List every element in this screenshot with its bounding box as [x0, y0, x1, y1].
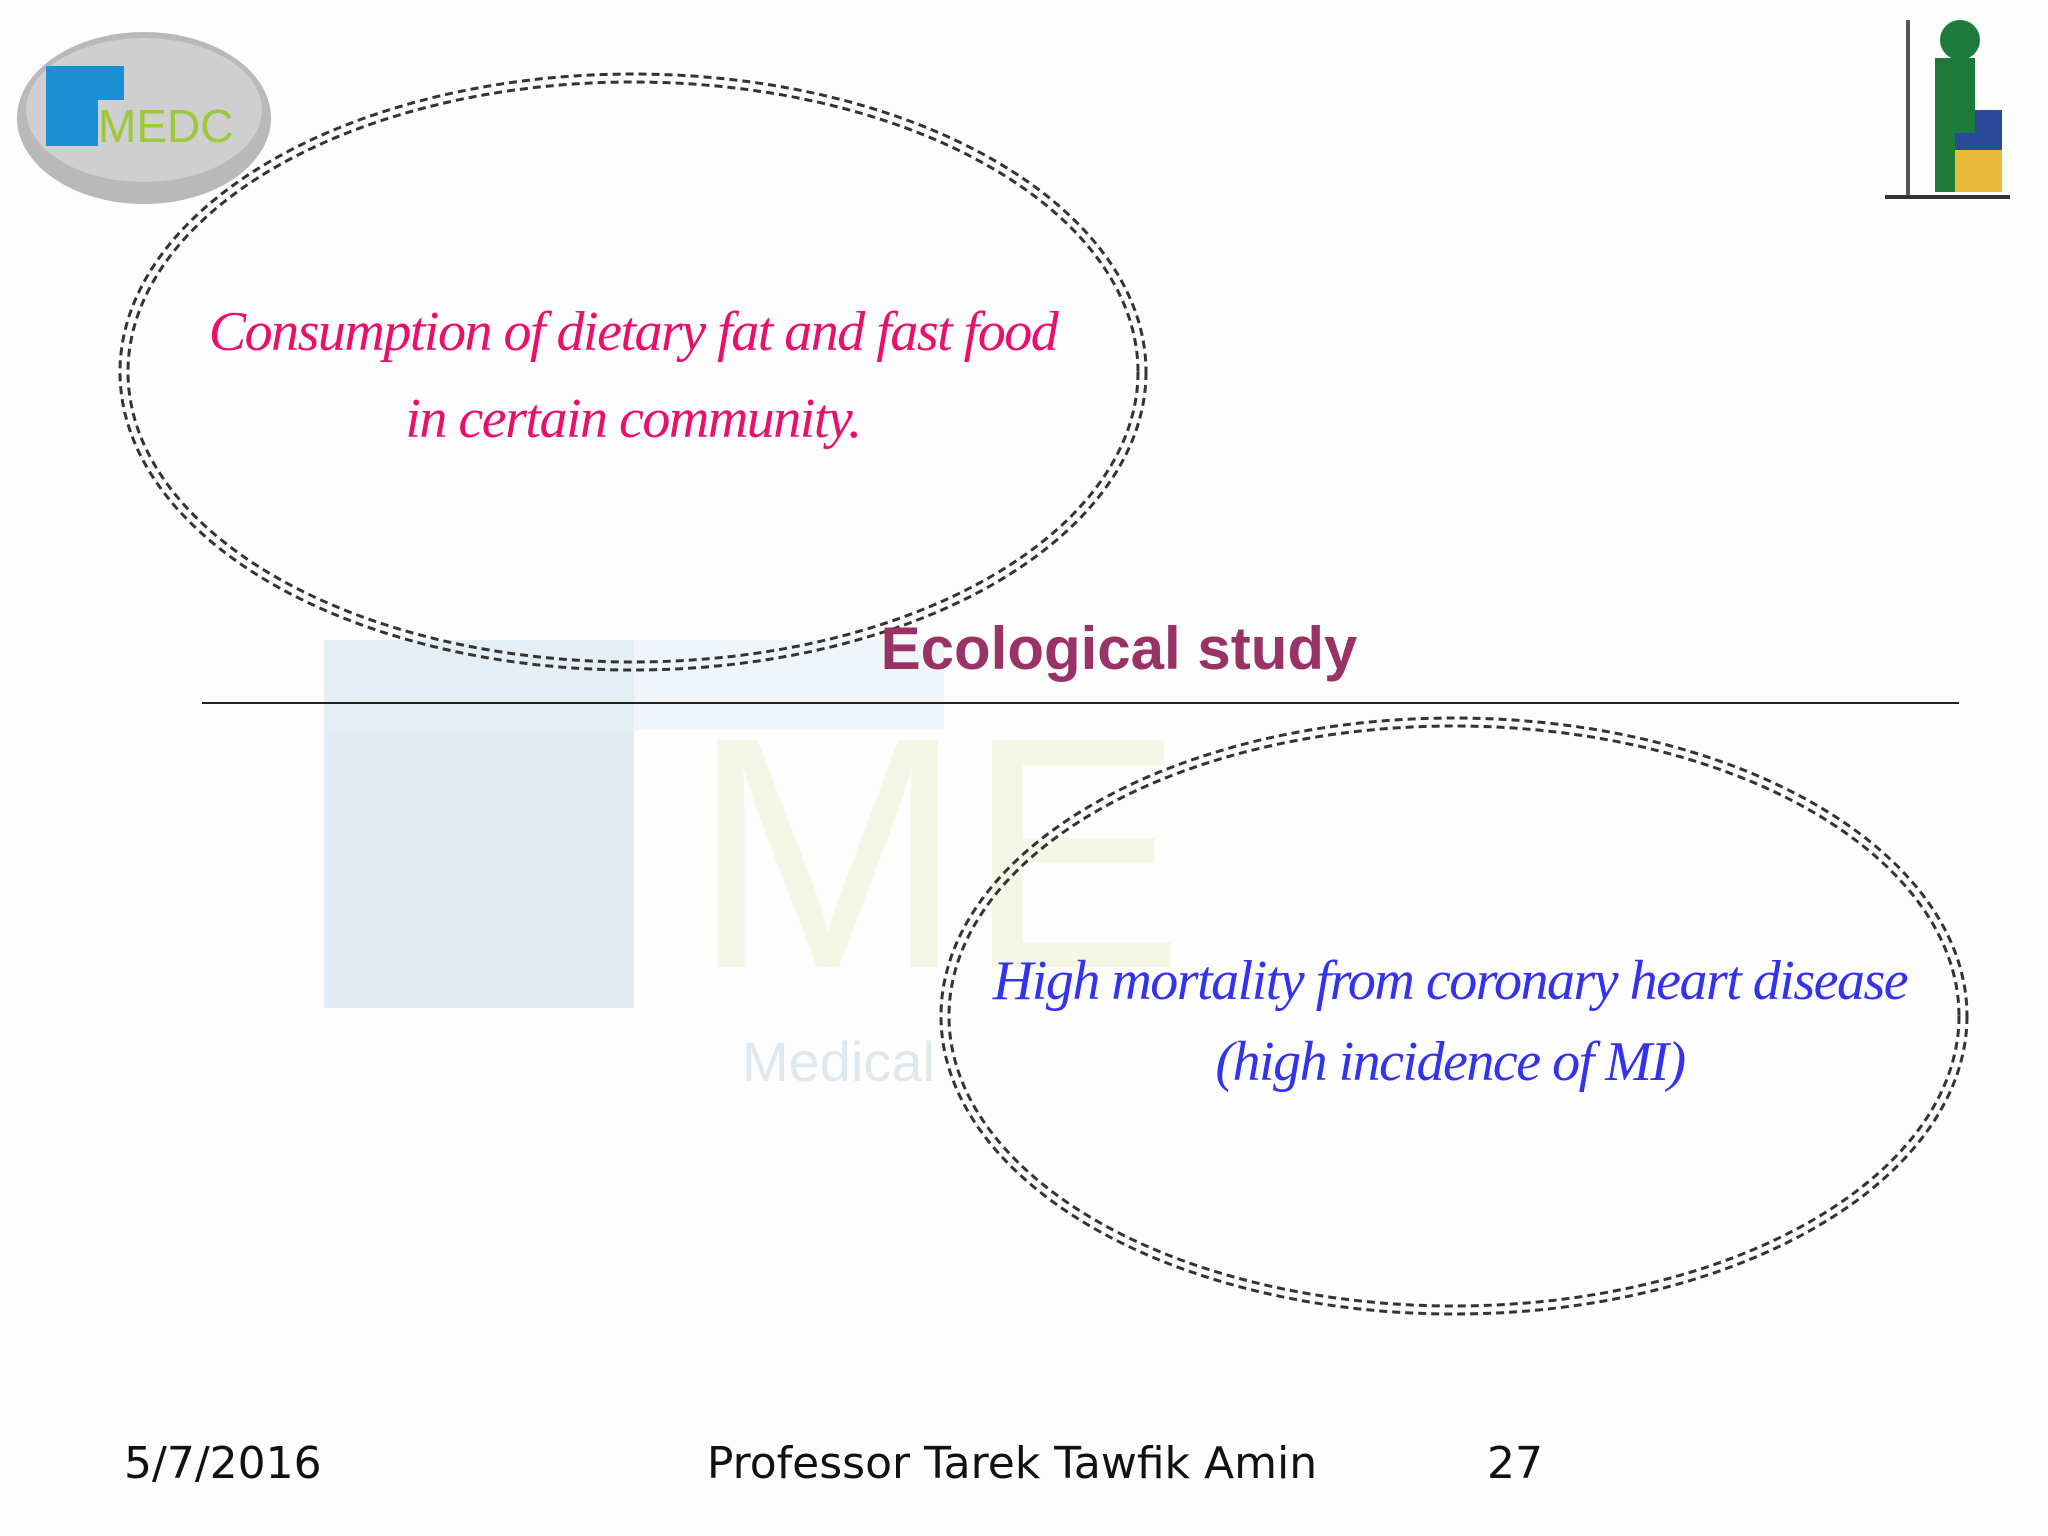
bubble-text: Consumption of dietary fat and fast food — [209, 301, 1060, 363]
figure-icon — [1885, 20, 2010, 199]
logo-block-top — [98, 66, 124, 100]
bubble-outline-inner — [947, 724, 1961, 1308]
footer-page: 27 — [1487, 1438, 1543, 1489]
bubble-text: (high incidence of MI) — [1215, 1031, 1684, 1093]
logo-block — [46, 66, 98, 146]
footer-date: 5/7/2016 — [124, 1438, 322, 1489]
watermark-big: ME — [690, 668, 1185, 1037]
bubble-outline — [939, 716, 1969, 1316]
bubble: High mortality from coronary heart disea… — [939, 716, 1969, 1316]
slide-title: Ecological study — [881, 615, 1358, 682]
logo: MEDC — [17, 32, 271, 204]
watermark-small: Medical — [742, 1030, 935, 1093]
bubble-outline — [118, 72, 1148, 672]
bubble-text: High mortality from coronary heart disea… — [992, 950, 1908, 1012]
bubble-text: in certain community. — [405, 388, 860, 450]
bubble: Consumption of dietary fat and fast food… — [118, 72, 1148, 672]
logo-text: MEDC — [98, 100, 233, 152]
watermark: ME Medical — [324, 640, 1185, 1093]
watermark-band — [324, 640, 944, 730]
bubble-outline-inner — [126, 80, 1140, 664]
footer-author: Professor Tarek Tawfik Amin — [707, 1438, 1317, 1489]
